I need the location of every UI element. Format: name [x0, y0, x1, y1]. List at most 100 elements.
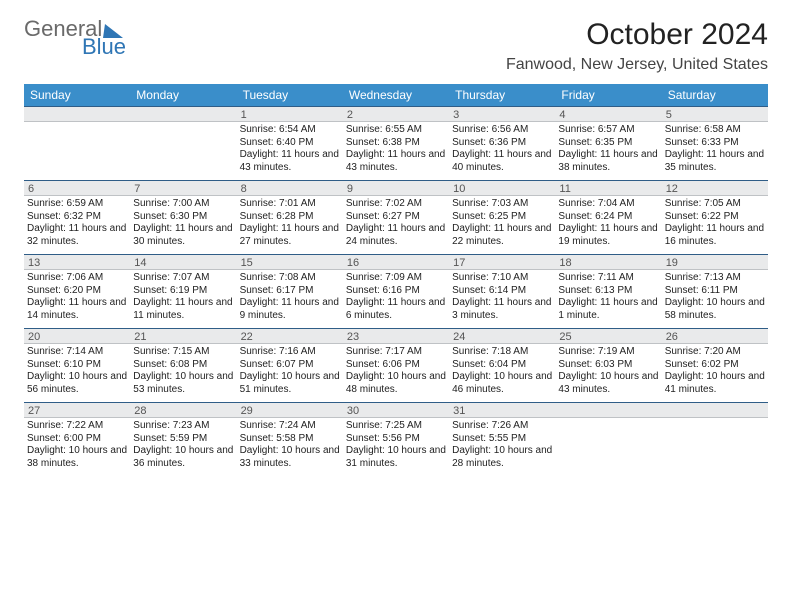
daylight-line: Daylight: 11 hours and 43 minutes.: [346, 149, 446, 174]
day-body: Sunrise: 7:15 AMSunset: 6:08 PMDaylight:…: [130, 344, 236, 402]
daylight-line: Daylight: 11 hours and 22 minutes.: [452, 223, 552, 248]
day-body: Sunrise: 6:57 AMSunset: 6:35 PMDaylight:…: [555, 122, 661, 180]
calendar-cell: 29Sunrise: 7:24 AMSunset: 5:58 PMDayligh…: [237, 402, 343, 476]
day-of-week-row: SundayMondayTuesdayWednesdayThursdayFrid…: [24, 84, 768, 106]
daylight-line: Daylight: 10 hours and 48 minutes.: [346, 371, 446, 396]
sunrise-line: Sunrise: 7:10 AM: [452, 272, 552, 285]
day-number: 24: [449, 328, 555, 344]
sunset-line: Sunset: 6:19 PM: [133, 285, 233, 298]
day-body: Sunrise: 7:18 AMSunset: 6:04 PMDaylight:…: [449, 344, 555, 402]
daylight-line: Daylight: 11 hours and 40 minutes.: [452, 149, 552, 174]
sunrise-line: Sunrise: 7:11 AM: [558, 272, 658, 285]
sunset-line: Sunset: 6:20 PM: [27, 285, 127, 298]
day-of-week-header: Sunday: [24, 84, 130, 106]
day-body: Sunrise: 7:09 AMSunset: 6:16 PMDaylight:…: [343, 270, 449, 328]
day-number: 7: [130, 180, 236, 196]
daylight-line: Daylight: 10 hours and 58 minutes.: [665, 297, 765, 322]
sunset-line: Sunset: 6:36 PM: [452, 137, 552, 150]
day-body: Sunrise: 7:04 AMSunset: 6:24 PMDaylight:…: [555, 196, 661, 254]
day-body: [662, 418, 768, 470]
daylight-line: Daylight: 11 hours and 35 minutes.: [665, 149, 765, 174]
sunset-line: Sunset: 5:56 PM: [346, 433, 446, 446]
day-number: 2: [343, 106, 449, 122]
sunrise-line: Sunrise: 7:17 AM: [346, 346, 446, 359]
sunset-line: Sunset: 6:08 PM: [133, 359, 233, 372]
daylight-line: Daylight: 11 hours and 3 minutes.: [452, 297, 552, 322]
sunrise-line: Sunrise: 7:03 AM: [452, 198, 552, 211]
daylight-line: Daylight: 10 hours and 28 minutes.: [452, 445, 552, 470]
day-body: Sunrise: 7:20 AMSunset: 6:02 PMDaylight:…: [662, 344, 768, 402]
day-body: Sunrise: 6:59 AMSunset: 6:32 PMDaylight:…: [24, 196, 130, 254]
day-number: 13: [24, 254, 130, 270]
sunrise-line: Sunrise: 7:06 AM: [27, 272, 127, 285]
daylight-line: Daylight: 10 hours and 56 minutes.: [27, 371, 127, 396]
sunset-line: Sunset: 6:24 PM: [558, 211, 658, 224]
calendar-cell: 15Sunrise: 7:08 AMSunset: 6:17 PMDayligh…: [237, 254, 343, 328]
calendar-cell: 24Sunrise: 7:18 AMSunset: 6:04 PMDayligh…: [449, 328, 555, 402]
day-number: 27: [24, 402, 130, 418]
calendar-cell: 19Sunrise: 7:13 AMSunset: 6:11 PMDayligh…: [662, 254, 768, 328]
calendar-cell: 28Sunrise: 7:23 AMSunset: 5:59 PMDayligh…: [130, 402, 236, 476]
day-number: 18: [555, 254, 661, 270]
calendar-week: 6Sunrise: 6:59 AMSunset: 6:32 PMDaylight…: [24, 180, 768, 254]
calendar-week: 27Sunrise: 7:22 AMSunset: 6:00 PMDayligh…: [24, 402, 768, 476]
daylight-line: Daylight: 10 hours and 38 minutes.: [27, 445, 127, 470]
calendar-cell: 4Sunrise: 6:57 AMSunset: 6:35 PMDaylight…: [555, 106, 661, 180]
sunrise-line: Sunrise: 6:54 AM: [240, 124, 340, 137]
calendar: SundayMondayTuesdayWednesdayThursdayFrid…: [24, 84, 768, 476]
daylight-line: Daylight: 10 hours and 51 minutes.: [240, 371, 340, 396]
calendar-cell: 2Sunrise: 6:55 AMSunset: 6:38 PMDaylight…: [343, 106, 449, 180]
day-number: 19: [662, 254, 768, 270]
calendar-cell: 10Sunrise: 7:03 AMSunset: 6:25 PMDayligh…: [449, 180, 555, 254]
day-number: 22: [237, 328, 343, 344]
calendar-cell: 30Sunrise: 7:25 AMSunset: 5:56 PMDayligh…: [343, 402, 449, 476]
calendar-cell: 21Sunrise: 7:15 AMSunset: 6:08 PMDayligh…: [130, 328, 236, 402]
calendar-cell: 25Sunrise: 7:19 AMSunset: 6:03 PMDayligh…: [555, 328, 661, 402]
calendar-cell: 27Sunrise: 7:22 AMSunset: 6:00 PMDayligh…: [24, 402, 130, 476]
day-number: 28: [130, 402, 236, 418]
day-number: 5: [662, 106, 768, 122]
sunrise-line: Sunrise: 6:59 AM: [27, 198, 127, 211]
daylight-line: Daylight: 10 hours and 46 minutes.: [452, 371, 552, 396]
sunrise-line: Sunrise: 7:20 AM: [665, 346, 765, 359]
sunset-line: Sunset: 6:14 PM: [452, 285, 552, 298]
calendar-cell: 22Sunrise: 7:16 AMSunset: 6:07 PMDayligh…: [237, 328, 343, 402]
day-number: 1: [237, 106, 343, 122]
sunset-line: Sunset: 6:40 PM: [240, 137, 340, 150]
day-body: [555, 418, 661, 470]
daylight-line: Daylight: 10 hours and 43 minutes.: [558, 371, 658, 396]
calendar-cell: 16Sunrise: 7:09 AMSunset: 6:16 PMDayligh…: [343, 254, 449, 328]
day-number: 30: [343, 402, 449, 418]
day-number: [130, 106, 236, 122]
daylight-line: Daylight: 11 hours and 14 minutes.: [27, 297, 127, 322]
sunrise-line: Sunrise: 7:09 AM: [346, 272, 446, 285]
sunrise-line: Sunrise: 7:26 AM: [452, 420, 552, 433]
daylight-line: Daylight: 11 hours and 16 minutes.: [665, 223, 765, 248]
sunset-line: Sunset: 6:28 PM: [240, 211, 340, 224]
day-body: Sunrise: 6:56 AMSunset: 6:36 PMDaylight:…: [449, 122, 555, 180]
day-number: [555, 402, 661, 418]
sunset-line: Sunset: 5:59 PM: [133, 433, 233, 446]
day-body: Sunrise: 7:06 AMSunset: 6:20 PMDaylight:…: [24, 270, 130, 328]
location-subtitle: Fanwood, New Jersey, United States: [506, 56, 768, 74]
day-body: Sunrise: 7:02 AMSunset: 6:27 PMDaylight:…: [343, 196, 449, 254]
calendar-cell: 3Sunrise: 6:56 AMSunset: 6:36 PMDaylight…: [449, 106, 555, 180]
sunset-line: Sunset: 6:35 PM: [558, 137, 658, 150]
calendar-cell: 13Sunrise: 7:06 AMSunset: 6:20 PMDayligh…: [24, 254, 130, 328]
day-number: 12: [662, 180, 768, 196]
sunrise-line: Sunrise: 7:14 AM: [27, 346, 127, 359]
sunrise-line: Sunrise: 6:56 AM: [452, 124, 552, 137]
day-body: Sunrise: 7:25 AMSunset: 5:56 PMDaylight:…: [343, 418, 449, 476]
sunset-line: Sunset: 6:03 PM: [558, 359, 658, 372]
day-number: 11: [555, 180, 661, 196]
day-of-week-header: Saturday: [662, 84, 768, 106]
sunset-line: Sunset: 5:55 PM: [452, 433, 552, 446]
sunrise-line: Sunrise: 7:13 AM: [665, 272, 765, 285]
day-number: 17: [449, 254, 555, 270]
day-number: 3: [449, 106, 555, 122]
calendar-cell: 8Sunrise: 7:01 AMSunset: 6:28 PMDaylight…: [237, 180, 343, 254]
day-number: 21: [130, 328, 236, 344]
sunset-line: Sunset: 6:13 PM: [558, 285, 658, 298]
daylight-line: Daylight: 10 hours and 36 minutes.: [133, 445, 233, 470]
day-body: Sunrise: 7:16 AMSunset: 6:07 PMDaylight:…: [237, 344, 343, 402]
